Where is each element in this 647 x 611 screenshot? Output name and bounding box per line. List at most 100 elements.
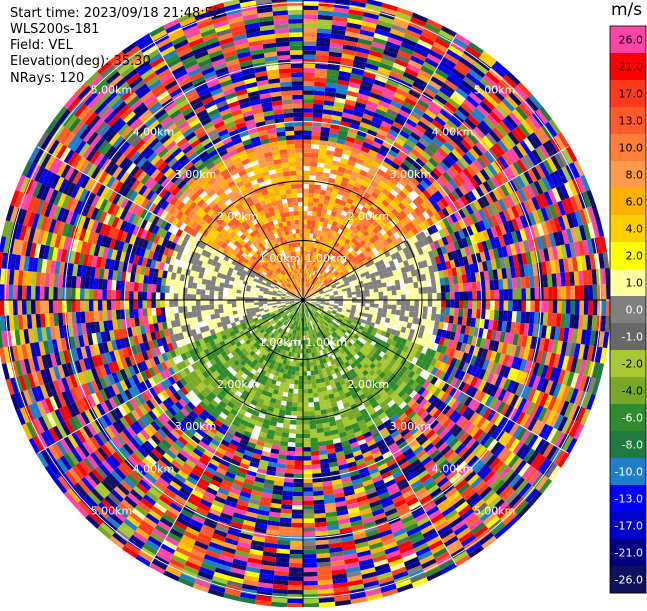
velocity-cell	[303, 19, 318, 24]
velocity-cell	[498, 279, 503, 290]
velocity-cell	[370, 296, 375, 300]
velocity-cell	[287, 451, 295, 456]
velocity-cell	[303, 456, 311, 461]
velocity-cell	[303, 37, 317, 42]
velocity-cell	[562, 286, 567, 300]
velocity-cell	[311, 375, 316, 380]
velocity-cell	[463, 283, 468, 292]
velocity-cell	[291, 523, 303, 528]
velocity-cell	[387, 291, 392, 296]
velocity-cell	[313, 108, 323, 113]
velocity-cell	[422, 313, 427, 320]
velocity-cell	[390, 314, 395, 320]
velocity-cell	[311, 442, 319, 447]
velocity-cell	[282, 495, 293, 500]
velocity-cell	[311, 455, 320, 460]
velocity-cell	[311, 153, 319, 158]
velocity-cell	[289, 563, 303, 568]
velocity-cell	[303, 563, 317, 568]
velocity-cell	[396, 285, 401, 291]
velocity-cell	[314, 500, 325, 505]
velocity-cell	[303, 603, 319, 607]
velocity-cell	[303, 215, 307, 220]
velocity-cell	[303, 389, 308, 394]
velocity-cell	[450, 308, 455, 316]
velocity-cell	[303, 14, 318, 19]
velocity-cell	[316, 176, 323, 181]
velocity-cell	[441, 300, 446, 308]
velocity-cell	[282, 396, 288, 401]
velocity-cell	[553, 287, 558, 300]
velocity-cell	[284, 387, 290, 392]
velocity-cell	[303, 554, 317, 559]
velocity-cell	[303, 367, 307, 372]
velocity-cell	[570, 286, 575, 300]
velocity-cell	[303, 55, 316, 60]
velocity-cell	[303, 371, 307, 376]
velocity-cell	[392, 305, 397, 310]
velocity-cell	[504, 289, 509, 300]
velocity-cell	[303, 81, 314, 86]
velocity-cell	[431, 279, 436, 286]
velocity-cell	[562, 300, 567, 314]
velocity-cell	[294, 460, 303, 465]
velocity-cell	[504, 300, 509, 311]
velocity-cell	[409, 283, 414, 289]
velocity-cell	[296, 362, 300, 367]
velocity-cell	[288, 438, 296, 443]
velocity-cell	[283, 423, 290, 428]
velocity-cell	[521, 288, 526, 300]
velocity-cell	[512, 278, 517, 289]
velocity-cell	[521, 311, 526, 323]
velocity-cell	[303, 32, 317, 37]
velocity-cell	[423, 306, 428, 313]
velocity-cell	[432, 307, 437, 314]
velocity-cell	[303, 572, 318, 577]
velocity-cell	[507, 311, 512, 322]
velocity-cell	[404, 283, 409, 289]
velocity-cell	[477, 291, 482, 300]
velocity-cell	[289, 567, 303, 572]
velocity-cell	[365, 297, 370, 301]
velocity-cell	[508, 300, 513, 311]
velocity-cell	[290, 550, 303, 555]
velocity-cell	[285, 464, 294, 469]
velocity-cell	[288, 388, 293, 393]
velocity-cell	[293, 478, 303, 483]
velocity-cell	[387, 286, 392, 291]
velocity-cell	[312, 384, 317, 389]
velocity-cell	[287, 594, 303, 599]
velocity-cell	[310, 362, 314, 367]
velocity-cell	[303, 95, 314, 100]
velocity-cell	[293, 362, 297, 367]
velocity-cell	[294, 469, 303, 474]
velocity-cell	[391, 285, 396, 290]
velocity-cell	[288, 576, 303, 581]
velocity-cell	[295, 375, 299, 380]
velocity-cell	[310, 229, 314, 234]
velocity-cell	[498, 310, 503, 321]
velocity-cell	[499, 300, 504, 311]
velocity-cell	[303, 398, 308, 403]
velocity-cell	[382, 308, 387, 313]
velocity-cell	[397, 300, 402, 305]
velocity-cell	[396, 305, 401, 310]
velocity-cell	[418, 281, 423, 288]
velocity-cell	[374, 300, 379, 304]
velocity-cell	[307, 384, 312, 389]
velocity-cell	[588, 300, 593, 315]
velocity-cell	[521, 300, 526, 312]
velocity-cell	[370, 293, 375, 297]
velocity-cell	[293, 393, 298, 398]
velocity-cell	[314, 77, 326, 82]
velocity-cell	[295, 447, 303, 452]
velocity-cell	[311, 149, 319, 154]
velocity-cell	[306, 349, 309, 354]
velocity-cell	[579, 300, 584, 315]
velocity-cell	[387, 309, 392, 314]
velocity-cell	[291, 518, 303, 523]
velocity-cell	[303, 483, 313, 488]
velocity-cell	[303, 171, 310, 176]
velocity-cell	[309, 407, 315, 412]
velocity-cell	[584, 285, 589, 300]
